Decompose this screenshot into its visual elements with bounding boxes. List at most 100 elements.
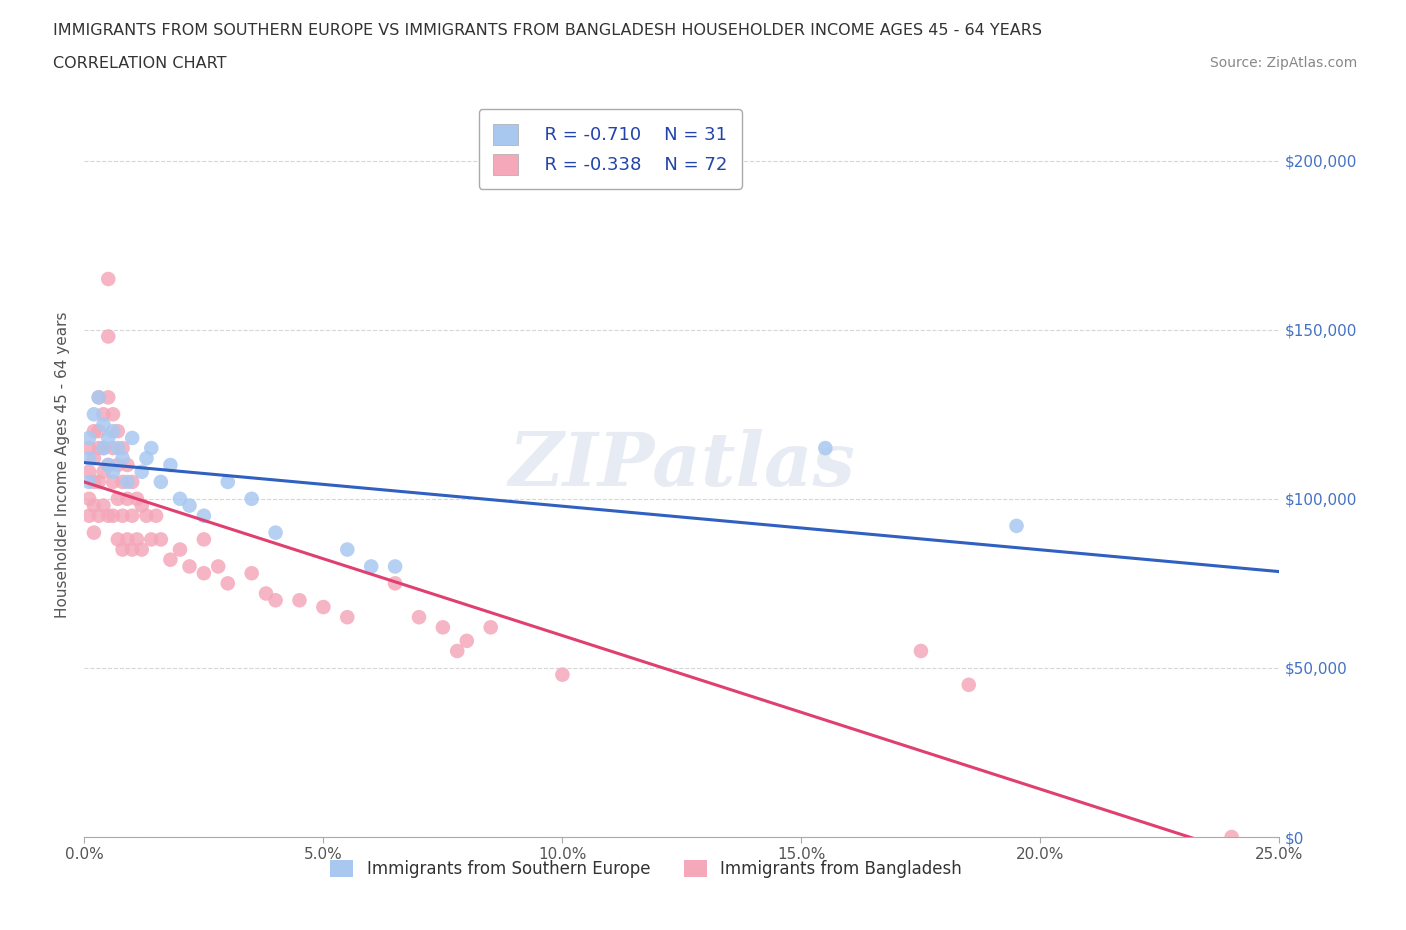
Point [957,677,980,692]
Point [83,525,105,540]
Text: CORRELATION CHART: CORRELATION CHART [53,56,226,71]
Point [135,451,157,466]
Point [97,390,120,405]
Point [240,491,263,506]
Point [254,586,277,601]
Point [93,498,115,513]
Point [97,458,120,472]
Text: IMMIGRANTS FROM SOUTHERN EUROPE VS IMMIGRANTS FROM BANGLADESH HOUSEHOLDER INCOME: IMMIGRANTS FROM SOUTHERN EUROPE VS IMMIG… [53,23,1042,38]
Point [264,592,287,607]
Point [87,390,110,405]
Point [179,559,201,574]
Point [149,532,172,547]
Point [107,532,129,547]
Point [384,559,406,574]
Point [77,464,100,479]
Text: Source: ZipAtlas.com: Source: ZipAtlas.com [1209,56,1357,70]
Point [87,424,110,439]
Point [141,441,163,456]
Point [312,600,335,615]
Point [910,644,932,658]
Point [77,451,100,466]
Point [83,474,105,489]
Point [93,417,115,432]
Point [217,576,239,591]
Point [207,559,229,574]
Point [107,424,129,439]
Point [93,464,115,479]
Point [117,458,139,472]
Point [111,474,134,489]
Point [408,610,430,625]
Point [288,592,311,607]
Point [83,498,105,513]
Point [145,509,167,524]
Point [1005,518,1028,533]
Point [159,552,181,567]
Point [87,441,110,456]
Point [456,633,478,648]
Point [117,532,139,547]
Point [97,458,120,472]
Point [169,542,191,557]
Point [193,509,215,524]
Point [384,576,406,591]
Point [111,509,134,524]
Point [131,498,153,513]
Point [101,464,124,479]
Point [83,406,105,421]
Point [264,525,287,540]
Point [446,644,468,658]
Point [77,474,100,489]
Point [111,451,134,466]
Legend: Immigrants from Southern Europe, Immigrants from Bangladesh: Immigrants from Southern Europe, Immigra… [323,853,969,884]
Point [111,542,134,557]
Point [131,464,153,479]
Point [77,431,100,445]
Point [193,532,215,547]
Point [479,620,502,635]
Point [336,542,359,557]
Point [93,441,115,456]
Point [217,474,239,489]
Point [83,451,105,466]
Point [179,498,201,513]
Point [111,441,134,456]
Point [814,441,837,456]
Point [87,509,110,524]
Point [97,431,120,445]
Point [117,491,139,506]
Point [125,491,148,506]
Point [101,424,124,439]
Point [121,542,143,557]
Point [101,474,124,489]
Point [77,509,100,524]
Point [169,491,191,506]
Point [77,491,100,506]
Text: ZIPatlas: ZIPatlas [509,429,855,501]
Point [101,441,124,456]
Point [93,406,115,421]
Point [121,474,143,489]
Point [117,474,139,489]
Point [87,390,110,405]
Point [240,565,263,580]
Point [149,474,172,489]
Point [432,620,454,635]
Point [97,329,120,344]
Point [336,610,359,625]
Point [1220,830,1243,844]
Point [125,532,148,547]
Point [107,458,129,472]
Point [93,441,115,456]
Point [121,431,143,445]
Point [101,509,124,524]
Point [83,424,105,439]
Point [77,441,100,456]
Point [135,509,157,524]
Point [193,565,215,580]
Point [97,509,120,524]
Point [107,441,129,456]
Point [101,406,124,421]
Y-axis label: Householder Income Ages 45 - 64 years: Householder Income Ages 45 - 64 years [55,312,70,618]
